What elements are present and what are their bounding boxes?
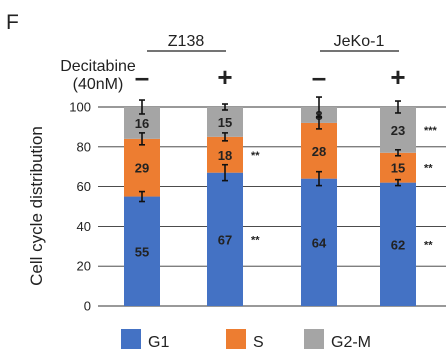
bar-value-label: 18 — [218, 148, 232, 163]
legend-label: G2-M — [331, 334, 371, 351]
y-axis-ticks: 0 20 40 60 80 100 — [69, 100, 91, 314]
bar-value-label: 23 — [391, 123, 405, 138]
bar-segment-g1 — [207, 172, 243, 306]
bar-segment-g1 — [380, 182, 416, 306]
significance-mark: ** — [424, 239, 433, 251]
legend-swatch-s — [226, 329, 246, 349]
stacked-bars — [124, 107, 416, 306]
bar-segment-s — [380, 152, 416, 183]
bar-value-label: 55 — [135, 244, 149, 259]
bar-value-label: 15 — [391, 161, 405, 176]
bar-value-label: 62 — [391, 237, 405, 252]
bar-segment-s — [124, 138, 160, 197]
bar-segment-g1 — [124, 196, 160, 306]
y-tick-label: 60 — [77, 179, 91, 194]
significance-marks: *********** — [251, 125, 438, 251]
significance-mark: ** — [251, 150, 260, 162]
bar-value-label: 16 — [135, 116, 149, 131]
sign-z138-plus: + — [217, 62, 232, 92]
y-tick-label: 80 — [77, 139, 91, 154]
y-tick-label: 20 — [77, 259, 91, 274]
sign-jeko1-minus: – — [312, 62, 326, 92]
bar-segment-g2-m — [207, 107, 243, 137]
treatment-label: Decitabine — [60, 58, 136, 75]
sign-z138-minus: – — [135, 62, 149, 92]
group-label-jeko1: JeKo-1 — [334, 33, 385, 50]
legend: G1 S G2-M — [121, 329, 371, 351]
y-tick-label: 0 — [84, 299, 91, 314]
bar-value-label: 67 — [218, 232, 232, 247]
y-tick-label: 100 — [69, 100, 91, 115]
y-tick-label: 40 — [77, 219, 91, 234]
significance-mark: ** — [424, 163, 433, 175]
bar-segment-s — [301, 122, 337, 179]
error-bars — [139, 96, 401, 203]
bar-value-label: 15 — [218, 115, 232, 130]
significance-mark: ** — [251, 234, 260, 246]
legend-swatch-g1 — [121, 329, 141, 349]
legend-label: G1 — [148, 334, 169, 351]
bar-segment-g1 — [301, 178, 337, 306]
legend-label: S — [253, 334, 264, 351]
sign-jeko1-plus: + — [390, 62, 405, 92]
bar-value-label: 28 — [312, 144, 326, 159]
y-axis-title: Cell cycle distribution — [27, 126, 46, 286]
panel-label: F — [6, 11, 19, 34]
bar-value-labels: 55291667181564288621523 — [135, 108, 405, 259]
group-label-z138: Z138 — [168, 33, 205, 50]
legend-swatch-g2-m — [304, 329, 324, 349]
treatment-concentration: (40nM) — [73, 76, 124, 93]
bar-value-label: 64 — [312, 235, 327, 250]
bar-value-label: 29 — [135, 161, 149, 176]
bar-segment-g2-m — [380, 107, 416, 153]
significance-mark: *** — [424, 125, 438, 137]
